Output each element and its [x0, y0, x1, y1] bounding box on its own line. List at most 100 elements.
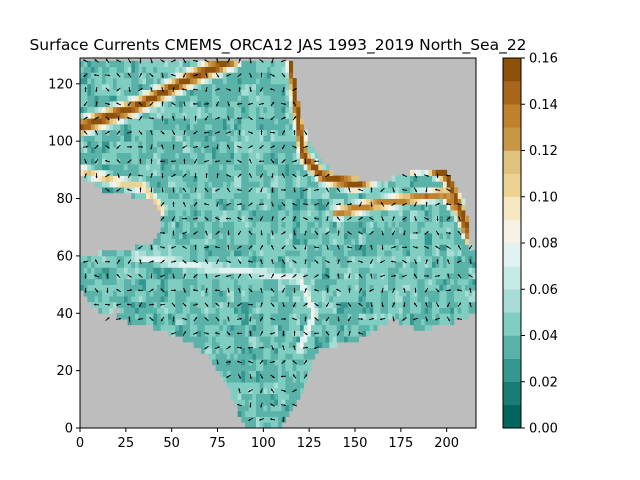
heatmap-cell [289, 278, 294, 285]
heatmap-cell [303, 261, 308, 268]
quiver-arrowhead [184, 173, 187, 176]
heatmap-cell [212, 66, 217, 73]
heatmap-cell [435, 232, 440, 240]
heatmap-cell [237, 198, 242, 205]
quiver-arrowhead [107, 74, 110, 77]
quiver-arrowhead [162, 216, 165, 219]
heatmap-cell [193, 146, 198, 154]
heatmap-cell [160, 83, 165, 90]
heatmap-cell [369, 296, 374, 303]
heatmap-cell [237, 146, 242, 154]
heatmap-cell [168, 192, 173, 199]
heatmap-cell [208, 347, 213, 354]
heatmap-cell [138, 118, 143, 125]
heatmap-cell [168, 198, 173, 205]
heatmap-cell [182, 278, 187, 285]
heatmap-cell [391, 313, 396, 320]
heatmap-cell [124, 146, 129, 154]
heatmap-cell [267, 146, 272, 154]
heatmap-cell [435, 169, 440, 176]
heatmap-cell [292, 181, 297, 188]
heatmap-cell [292, 347, 297, 354]
heatmap-cell [157, 319, 162, 326]
quiver-arrowhead [151, 117, 154, 120]
heatmap-cell [450, 227, 455, 234]
heatmap-cell [347, 267, 352, 274]
heatmap-cell [289, 181, 294, 188]
heatmap-cell [340, 181, 345, 188]
heatmap-cell [201, 319, 206, 326]
heatmap-cell [362, 296, 367, 303]
heatmap-cell [472, 255, 476, 263]
quiver-arrowhead [116, 303, 119, 306]
heatmap-cell [153, 78, 158, 85]
heatmap-cell [267, 204, 272, 211]
heatmap-cell [340, 296, 345, 303]
heatmap-cell [369, 319, 374, 326]
heatmap-cell [153, 313, 158, 320]
heatmap-cell [259, 169, 264, 176]
heatmap-cell [296, 175, 301, 182]
heatmap-cell [80, 112, 85, 119]
heatmap-cell [369, 210, 374, 217]
heatmap-cell [91, 141, 96, 148]
quiver-arrowhead [140, 132, 143, 135]
heatmap-cell [179, 175, 184, 182]
heatmap-cell [215, 261, 220, 268]
heatmap-cell [230, 112, 235, 119]
heatmap-cell [289, 215, 294, 222]
heatmap-cell [197, 83, 202, 90]
heatmap-cell [212, 89, 217, 96]
heatmap-cell [237, 336, 242, 343]
quiver-arrowhead [239, 73, 242, 76]
heatmap-cell [285, 158, 290, 165]
heatmap-cell [179, 284, 184, 291]
heatmap-cell [149, 175, 154, 182]
heatmap-cell [267, 215, 272, 222]
heatmap-cell [131, 164, 136, 171]
heatmap-cell [296, 387, 301, 394]
heatmap-cell [443, 198, 448, 205]
heatmap-cell [307, 267, 312, 274]
heatmap-cell [252, 101, 257, 108]
heatmap-cell [212, 72, 217, 79]
heatmap-cell [263, 370, 268, 377]
heatmap-cell [259, 410, 264, 417]
heatmap-cell [124, 152, 129, 159]
heatmap-cell [120, 89, 125, 96]
heatmap-cell [124, 261, 129, 268]
heatmap-cell [171, 227, 176, 234]
heatmap-cell [259, 319, 264, 326]
heatmap-cell [138, 296, 143, 303]
heatmap-cell [285, 382, 290, 389]
heatmap-cell [197, 261, 202, 268]
heatmap-cell [215, 152, 220, 159]
quiver-arrowhead [206, 218, 209, 221]
heatmap-cell [311, 273, 316, 280]
heatmap-cell [131, 158, 136, 165]
heatmap-cell [252, 135, 257, 142]
heatmap-cell [204, 175, 209, 182]
heatmap-cell [135, 296, 140, 303]
heatmap-cell [465, 307, 470, 314]
heatmap-cell [267, 89, 272, 96]
heatmap-cell [329, 261, 334, 268]
heatmap-cell [219, 158, 224, 165]
heatmap-cell [135, 261, 140, 268]
heatmap-cell [157, 175, 162, 182]
heatmap-cell [230, 169, 235, 176]
heatmap-cell [281, 181, 286, 188]
heatmap-cell [124, 284, 129, 291]
heatmap-cell [421, 215, 426, 222]
heatmap-cell [135, 72, 140, 79]
heatmap-cell [278, 410, 283, 417]
heatmap-cell [113, 187, 118, 194]
heatmap-cell [201, 187, 206, 194]
heatmap-cell [91, 261, 96, 268]
heatmap-cell [252, 405, 257, 412]
heatmap-cell [252, 301, 257, 308]
heatmap-cell [193, 278, 198, 285]
heatmap-cell [413, 250, 418, 257]
heatmap-cell [314, 232, 319, 240]
heatmap-cell [333, 319, 338, 326]
